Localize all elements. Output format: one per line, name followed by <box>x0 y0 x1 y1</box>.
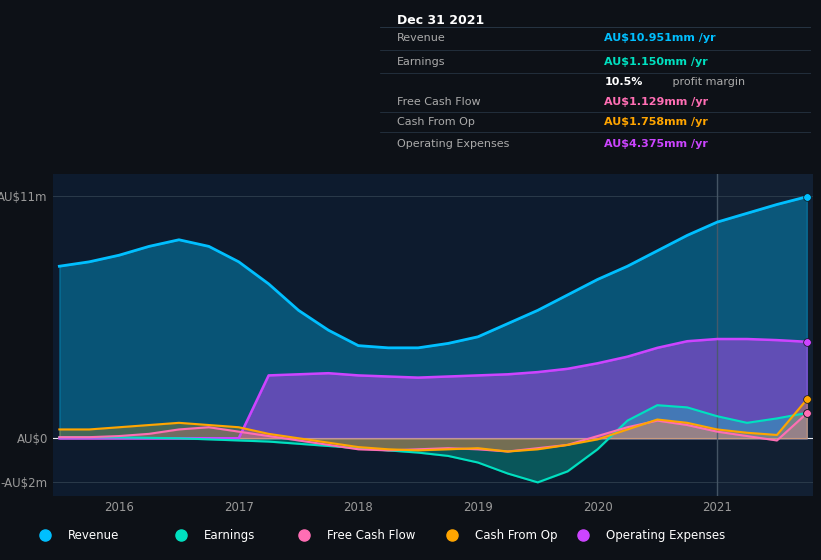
Text: Revenue: Revenue <box>68 529 120 542</box>
Text: Operating Expenses: Operating Expenses <box>397 139 510 149</box>
Text: AU$1.129mm /yr: AU$1.129mm /yr <box>604 97 709 107</box>
Text: profit margin: profit margin <box>669 77 745 87</box>
Text: Operating Expenses: Operating Expenses <box>606 529 725 542</box>
Text: Dec 31 2021: Dec 31 2021 <box>397 14 484 27</box>
Text: Earnings: Earnings <box>204 529 255 542</box>
Bar <box>717 174 813 496</box>
Text: AU$1.150mm /yr: AU$1.150mm /yr <box>604 57 708 67</box>
Text: Revenue: Revenue <box>397 34 446 44</box>
Text: Earnings: Earnings <box>397 57 446 67</box>
Text: Cash From Op: Cash From Op <box>397 117 475 127</box>
Text: AU$4.375mm /yr: AU$4.375mm /yr <box>604 139 709 149</box>
Text: Cash From Op: Cash From Op <box>475 529 557 542</box>
Text: 10.5%: 10.5% <box>604 77 643 87</box>
Text: AU$1.758mm /yr: AU$1.758mm /yr <box>604 117 709 127</box>
Text: Free Cash Flow: Free Cash Flow <box>397 97 481 107</box>
Text: Free Cash Flow: Free Cash Flow <box>327 529 415 542</box>
Text: AU$10.951mm /yr: AU$10.951mm /yr <box>604 34 716 44</box>
